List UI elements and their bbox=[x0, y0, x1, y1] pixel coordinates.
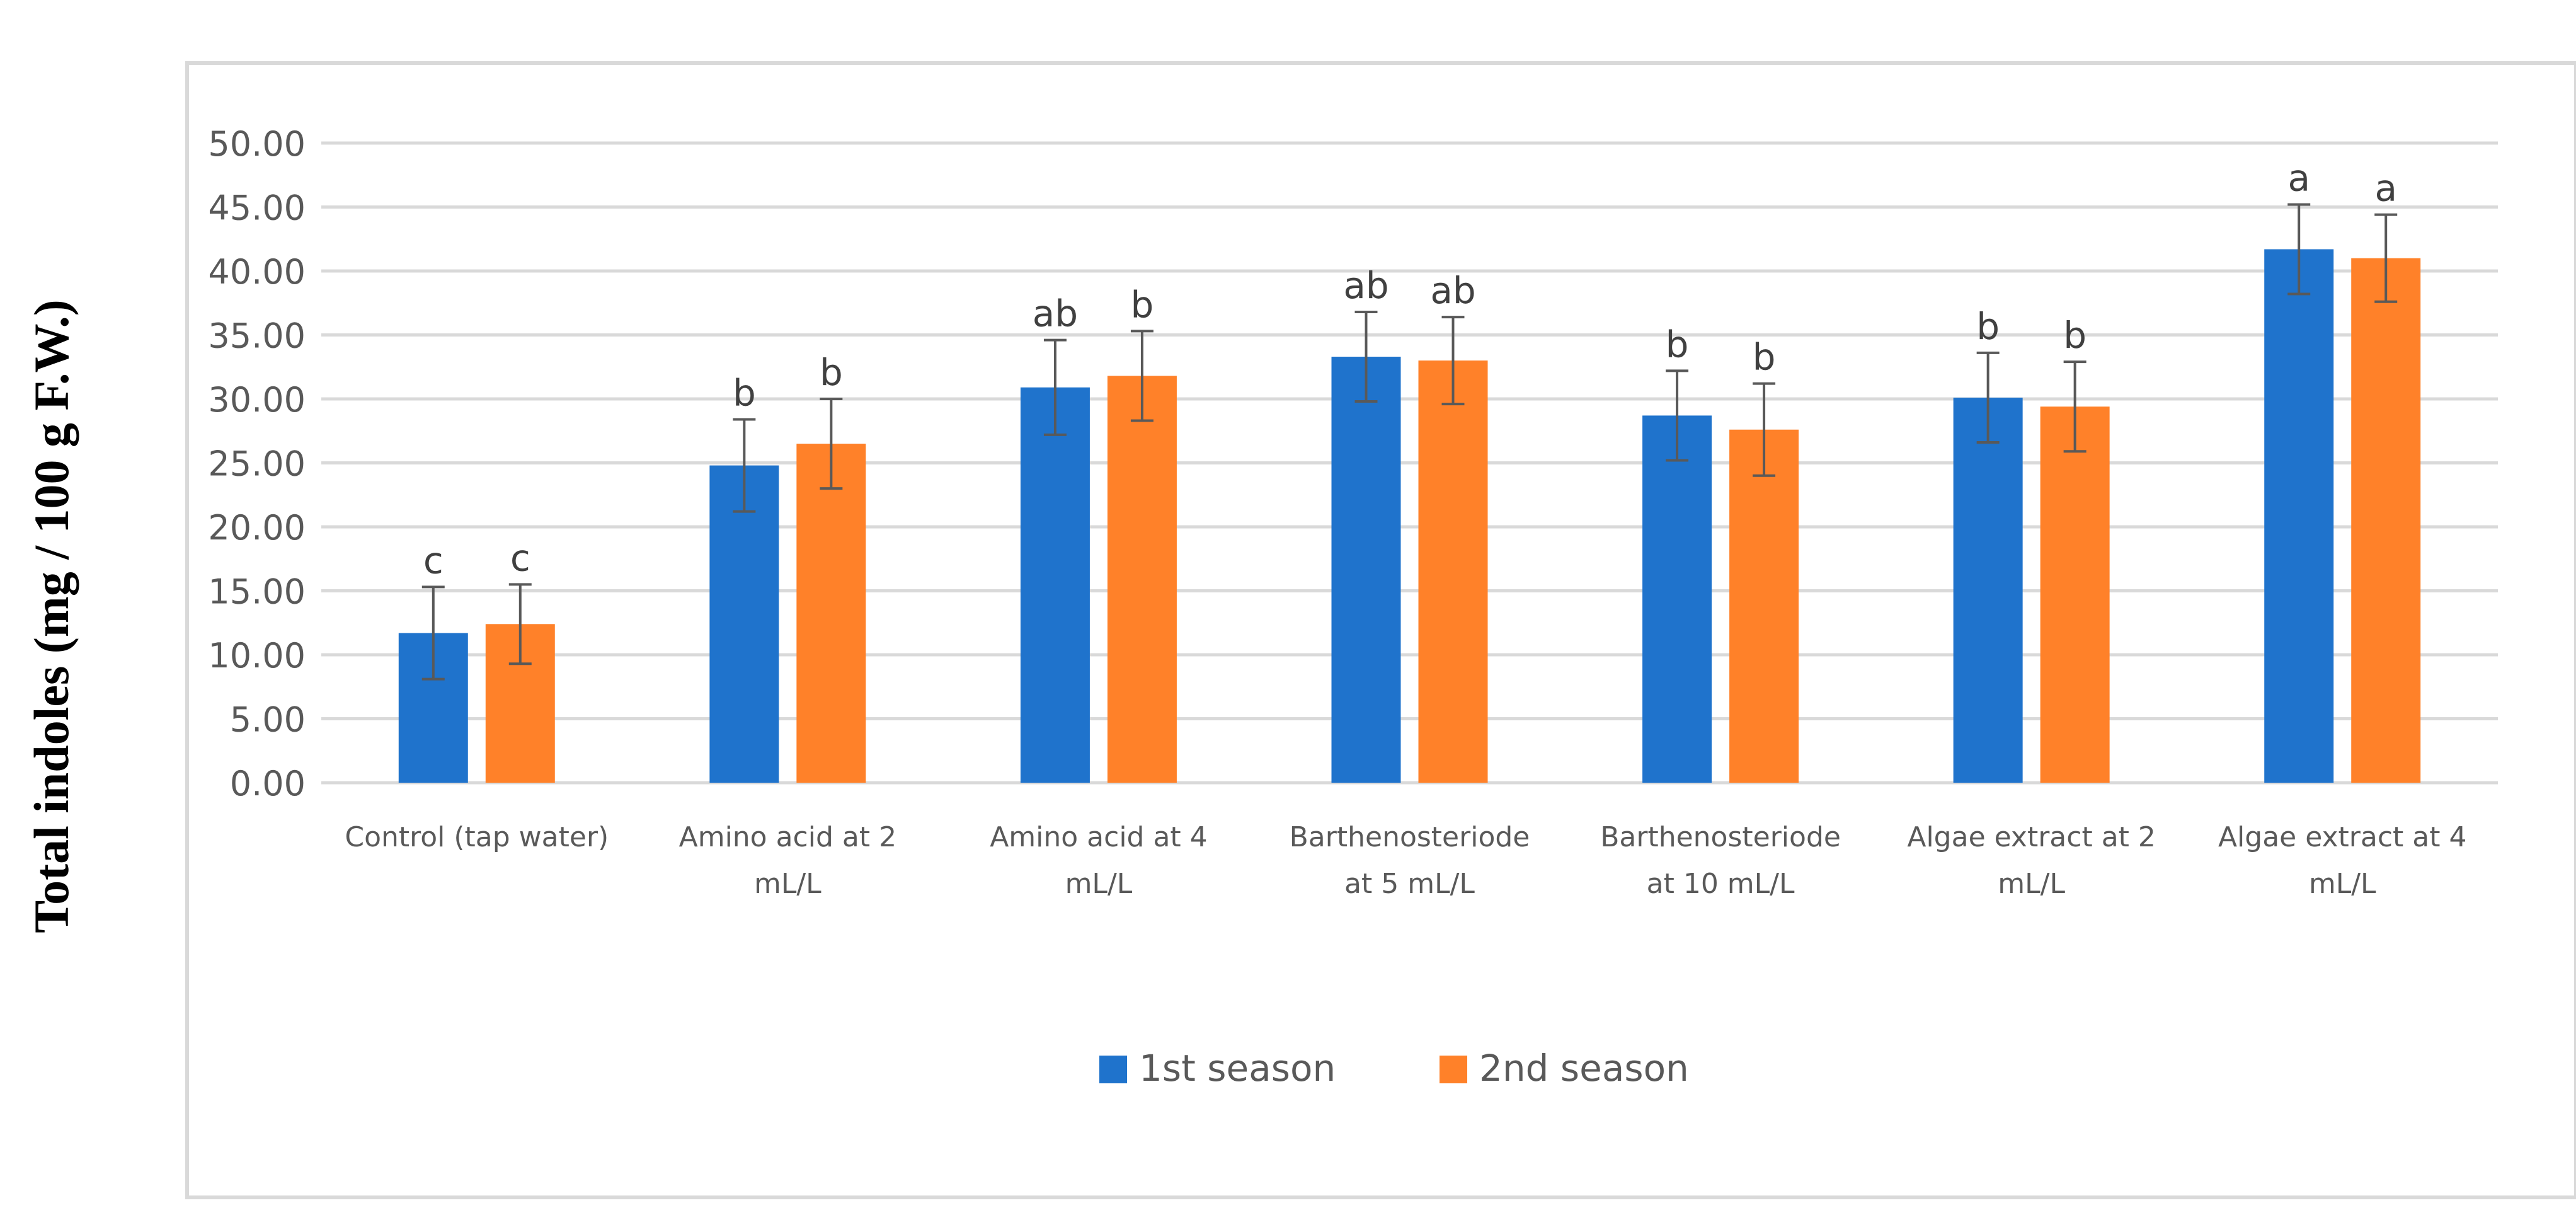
bars bbox=[398, 249, 2421, 783]
bar bbox=[1953, 397, 2023, 783]
x-tick-label: mL/L bbox=[754, 868, 821, 900]
x-tick-label: mL/L bbox=[2309, 868, 2376, 900]
bar bbox=[1020, 387, 1090, 783]
gridlines bbox=[321, 141, 2498, 785]
significance-letter: ab bbox=[1343, 264, 1388, 307]
y-tick-label: 10.00 bbox=[208, 636, 306, 676]
legend: 1st season 2nd season bbox=[1099, 1047, 1689, 1090]
significance-letter: b bbox=[1131, 283, 1154, 326]
y-tick-label: 45.00 bbox=[208, 188, 306, 228]
x-tick-label: at 10 mL/L bbox=[1647, 868, 1795, 900]
legend-label: 2nd season bbox=[1479, 1047, 1689, 1090]
legend-label: 1st season bbox=[1139, 1047, 1336, 1090]
bar bbox=[2351, 258, 2421, 783]
y-tick-label: 5.00 bbox=[230, 700, 306, 740]
legend-swatch bbox=[1440, 1056, 1467, 1083]
y-tick-label: 30.00 bbox=[208, 380, 306, 420]
y-tick-label: 50.00 bbox=[208, 124, 306, 164]
x-tick-label: mL/L bbox=[1065, 868, 1133, 900]
significance-letter: ab bbox=[1430, 269, 1475, 312]
bar bbox=[796, 444, 866, 783]
significance-letter: a bbox=[2287, 156, 2310, 199]
x-tick-label: Algae extract at 2 bbox=[1907, 821, 2156, 853]
y-axis-label: Total indoles (mg / 100 g F.W.) bbox=[24, 299, 79, 933]
bar bbox=[1331, 357, 1401, 783]
x-tick-label: Amino acid at 2 bbox=[679, 821, 896, 853]
x-tick-label: at 5 mL/L bbox=[1344, 868, 1475, 900]
significance-letter: ab bbox=[1033, 292, 1078, 335]
y-tick-label: 40.00 bbox=[208, 252, 306, 292]
significance-letter: b bbox=[1666, 323, 1689, 366]
y-tick-label: 25.00 bbox=[208, 444, 306, 484]
y-axis-ticks: 0.00 5.00 10.00 15.00 20.00 25.00 30.00 35.00 40… bbox=[208, 124, 306, 804]
bar bbox=[2264, 249, 2334, 783]
x-tick-label: Barthenosteriode bbox=[1600, 821, 1841, 853]
significance-letter: b bbox=[1753, 336, 1776, 379]
bar bbox=[2040, 406, 2110, 783]
x-axis-labels: Control (tap water) Amino acid at 2 mL/L Am… bbox=[345, 821, 2466, 900]
x-tick-label: Algae extract at 4 bbox=[2218, 821, 2467, 853]
y-tick-label: 0.00 bbox=[230, 764, 306, 804]
y-tick-label: 20.00 bbox=[208, 508, 306, 548]
x-tick-label: Barthenosteriode bbox=[1290, 821, 1530, 853]
significance-letter: c bbox=[510, 536, 530, 579]
significance-letter: c bbox=[423, 539, 444, 582]
bar bbox=[709, 465, 779, 783]
significance-letter: a bbox=[2374, 167, 2397, 210]
x-tick-label: Control (tap water) bbox=[345, 821, 609, 853]
bar bbox=[1729, 429, 1799, 783]
x-tick-label: mL/L bbox=[1998, 868, 2065, 900]
y-tick-label: 15.00 bbox=[208, 572, 306, 612]
significance-letter: b bbox=[1976, 305, 2000, 348]
bar bbox=[1642, 415, 1712, 783]
legend-swatch bbox=[1099, 1056, 1127, 1083]
error-bars bbox=[421, 203, 2398, 681]
significance-letter: b bbox=[2063, 314, 2087, 357]
significance-letter: b bbox=[820, 351, 843, 394]
significance-letter: b bbox=[733, 371, 756, 414]
x-tick-label: Amino acid at 4 bbox=[990, 821, 1207, 853]
bar bbox=[1107, 376, 1177, 783]
significance-letters: c cb bab b ab abb bb ba a bbox=[423, 156, 2397, 582]
bar bbox=[1418, 360, 1488, 783]
y-tick-label: 35.00 bbox=[208, 316, 306, 356]
